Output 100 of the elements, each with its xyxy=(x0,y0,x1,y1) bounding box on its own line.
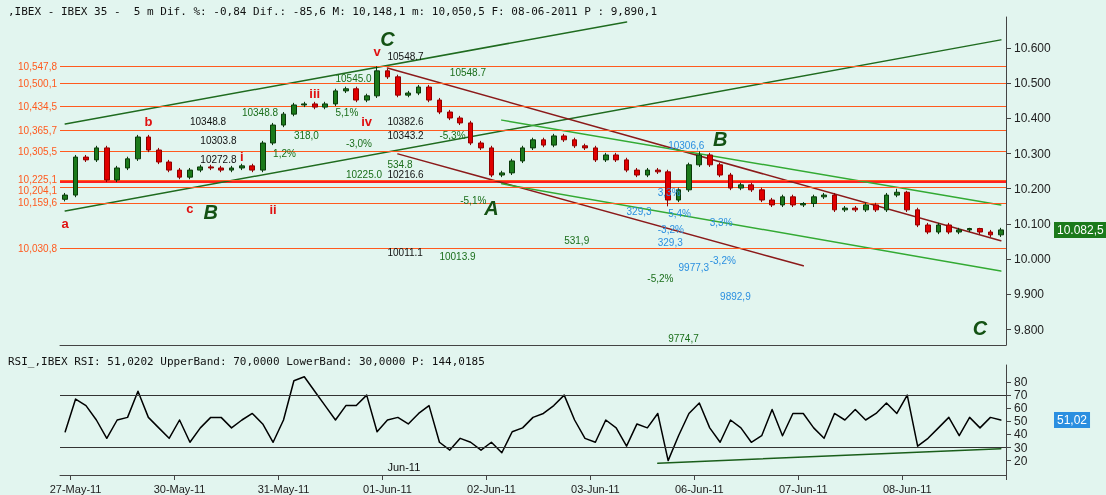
candlestick xyxy=(655,167,661,175)
annotation: 10348.8 xyxy=(241,106,279,118)
y-tick-label: 9.900 xyxy=(1014,287,1045,302)
candlestick xyxy=(83,154,89,163)
candlestick xyxy=(863,202,869,213)
candlestick xyxy=(925,222,931,235)
candlestick xyxy=(936,222,941,235)
chart-title: ,IBEX - IBEX 35 - 5 m Dif. %: -0,84 Dif.: -85,6 M: 10,148,1 m: 10,050,5 F: 08-06-2011 P : 9,890,1 xyxy=(8,5,658,18)
ref-line-label: 10,500,1 xyxy=(18,77,58,89)
candlestick xyxy=(509,158,515,176)
candlestick xyxy=(395,74,401,98)
y-tick-label: 9.800 xyxy=(1014,322,1045,337)
candlestick xyxy=(260,140,266,173)
candlestick xyxy=(416,84,421,96)
x-tick-label: 07-Jun-11 xyxy=(778,482,828,495)
candlestick xyxy=(312,101,318,110)
annotation: 10548.7 xyxy=(387,51,425,63)
annotation: Jun-11 xyxy=(387,461,421,474)
candlestick xyxy=(541,137,546,148)
annotation: 329,3 xyxy=(657,237,684,249)
candlestick xyxy=(291,102,297,117)
x-tick-label: 08-Jun-11 xyxy=(882,482,932,495)
candlestick xyxy=(561,133,567,143)
ref-line-label: 10,434,5 xyxy=(18,100,58,112)
candlestick xyxy=(343,86,349,94)
ref-line-label: 10,365,7 xyxy=(18,124,58,136)
y-tick-label: 10.100 xyxy=(1014,216,1052,231)
ref-line-label: 10,305,5 xyxy=(18,146,58,158)
candlestick xyxy=(769,197,775,208)
annotation: 10272.8 xyxy=(200,154,237,166)
candlestick xyxy=(800,201,806,208)
candlestick xyxy=(125,156,130,171)
y-tick-label: 80 xyxy=(1014,375,1028,390)
annotation: 318,0 xyxy=(293,129,320,141)
ref-line-label: 10,030,8 xyxy=(18,242,58,254)
candlestick xyxy=(790,194,796,208)
y-tick-label: 20 xyxy=(1014,453,1028,468)
annotation: 5,1% xyxy=(335,106,359,118)
annotation: 10306,6 xyxy=(668,140,705,152)
annotation: c xyxy=(186,200,194,216)
candlestick xyxy=(821,192,827,200)
annotation: 10548.7 xyxy=(449,67,487,79)
x-tick-label: 27-May-11 xyxy=(49,482,102,495)
x-tick-label: 30-May-11 xyxy=(153,482,206,495)
annotation: 9774,7 xyxy=(668,332,700,344)
candlestick xyxy=(593,145,598,163)
candlestick xyxy=(967,227,972,233)
annotation: iv xyxy=(361,114,373,130)
annotation: 10382.6 xyxy=(387,116,425,128)
annotation: 10348.8 xyxy=(189,116,227,128)
candlestick xyxy=(405,90,411,98)
candlestick xyxy=(946,222,952,235)
candlestick xyxy=(73,154,78,198)
annotation: a xyxy=(61,216,70,232)
annotation: B xyxy=(203,200,218,223)
x-tick-label: 03-Jun-11 xyxy=(571,482,620,495)
annotation: 10011.1 xyxy=(387,246,424,258)
annotation: 10013.9 xyxy=(439,250,477,262)
candlestick xyxy=(208,164,214,171)
candlestick xyxy=(832,192,837,213)
candlestick xyxy=(187,167,193,180)
candlestick xyxy=(530,137,536,151)
candlestick xyxy=(239,163,245,171)
candlestick xyxy=(270,122,276,146)
candlestick xyxy=(197,164,203,173)
text: 10.082,5 xyxy=(1057,222,1105,237)
candlestick xyxy=(603,152,609,163)
x-tick-label: 06-Jun-11 xyxy=(674,482,724,495)
y-tick-label: 70 xyxy=(1014,388,1028,403)
y-tick-label: 60 xyxy=(1014,401,1028,416)
candlestick xyxy=(696,150,702,168)
candlestick xyxy=(707,152,713,168)
candlestick xyxy=(520,145,525,164)
candlestick xyxy=(852,205,858,213)
annotation: -3,0% xyxy=(345,138,373,150)
annotation: i xyxy=(240,148,244,164)
candlestick xyxy=(759,187,765,203)
candlestick xyxy=(894,188,900,198)
annotation: 10545.0 xyxy=(335,72,373,84)
ref-line-label: 10,204,1 xyxy=(18,185,58,197)
candlestick xyxy=(645,167,650,178)
x-tick-label: 01-Jun-11 xyxy=(363,482,412,495)
candlestick xyxy=(728,172,733,191)
candlestick xyxy=(478,140,484,151)
candlestick xyxy=(447,109,453,121)
annotation: -3,2% xyxy=(709,255,736,267)
candlestick xyxy=(873,202,879,213)
ref-line-label: 10,547,8 xyxy=(18,60,58,72)
annotation: 10303.8 xyxy=(200,135,237,147)
y-tick-label: 40 xyxy=(1014,427,1028,442)
candlestick xyxy=(62,192,68,202)
annotation: b xyxy=(144,114,153,130)
annotation: 534.8 xyxy=(387,159,413,171)
annotation: -5,1% xyxy=(460,194,487,206)
candlestick xyxy=(333,88,338,107)
candlestick xyxy=(738,182,744,191)
x-tick-label: 31-May-11 xyxy=(257,482,310,495)
candlestick xyxy=(998,227,1004,238)
ref-line-label: 10,159,6 xyxy=(18,197,58,209)
candlestick xyxy=(572,137,577,149)
